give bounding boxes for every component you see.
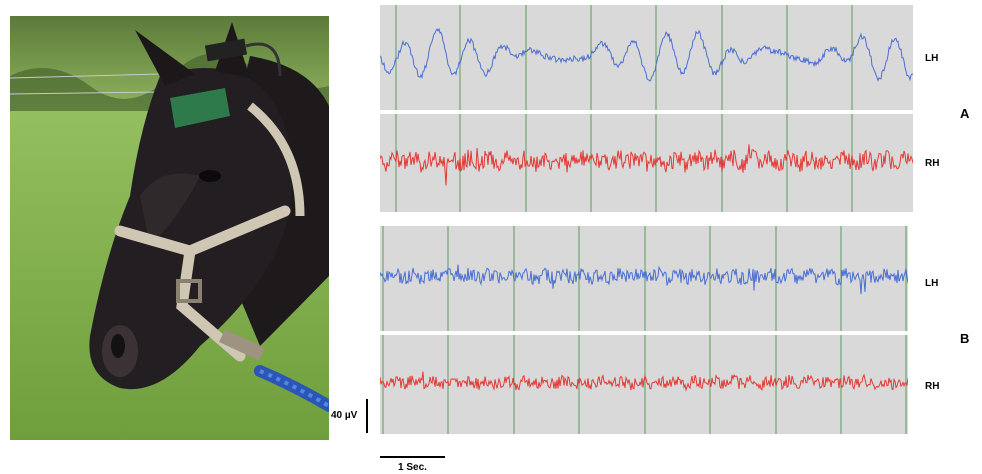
panel-a-letter: A [960, 106, 970, 121]
panel-b-letter: B [960, 331, 970, 346]
panel-b-lh-trace [380, 226, 908, 331]
eeg-trace-rh [380, 371, 908, 392]
time-scale-bar [380, 456, 445, 458]
amplitude-scale-bar [366, 399, 368, 433]
time-scale-label: 1 Sec. [398, 462, 427, 473]
panel-a-rh-label: RH [925, 158, 940, 169]
eeg-trace-rh [380, 144, 913, 186]
panel-b-rh-trace [380, 335, 908, 434]
panel-a-lh-label: LH [925, 53, 939, 64]
panel-b-lh-label: LH [925, 278, 939, 289]
panel-b-rh [380, 335, 908, 434]
panel-a-rh [380, 114, 913, 212]
eeg-trace-lh [380, 264, 908, 295]
panel-a-rh-trace [380, 114, 913, 212]
panel-b-lh [380, 226, 908, 331]
panel-a-lh-trace [380, 5, 913, 110]
panel-a-lh [380, 5, 913, 110]
eeg-trace-lh [380, 27, 913, 82]
horse-photo [10, 16, 329, 440]
panel-b-rh-label: RH [925, 381, 940, 392]
amplitude-scale-label: 40 µV [331, 410, 358, 421]
